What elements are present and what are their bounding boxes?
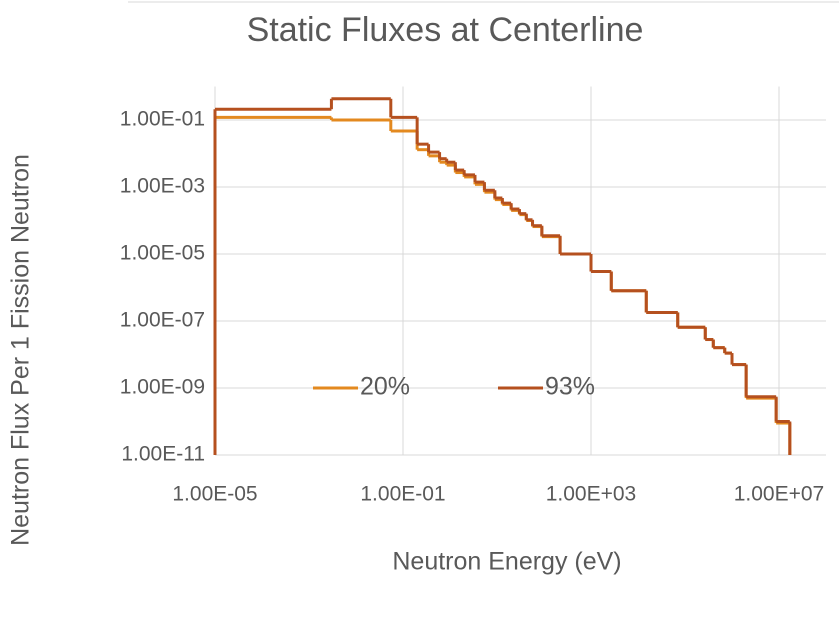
y-axis-label: Neutron Flux Per 1 Fission Neutron — [7, 154, 35, 546]
x-axis-label: Neutron Energy (eV) — [392, 548, 621, 576]
series — [213, 115, 792, 455]
x-tick-label: 1.00E+03 — [546, 483, 637, 506]
y-tick-label: 1.00E-07 — [120, 309, 205, 332]
y-tick-label: 1.00E-09 — [120, 376, 205, 399]
y-tick-label: 1.00E-05 — [120, 242, 205, 265]
y-tick-label: 1.00E-03 — [120, 175, 205, 198]
y-tick-label: 1.00E-11 — [121, 443, 205, 466]
x-tick-label: 1.00E-05 — [172, 483, 257, 506]
chart-title: Static Fluxes at Centerline — [247, 11, 644, 49]
legend-label: 20% — [360, 373, 410, 401]
legend-label: 93% — [545, 373, 595, 401]
x-tick-label: 1.00E+07 — [734, 483, 825, 506]
series — [213, 97, 792, 455]
x-tick-label: 1.00E-01 — [360, 483, 445, 506]
y-tick-label: 1.00E-01 — [120, 108, 205, 131]
